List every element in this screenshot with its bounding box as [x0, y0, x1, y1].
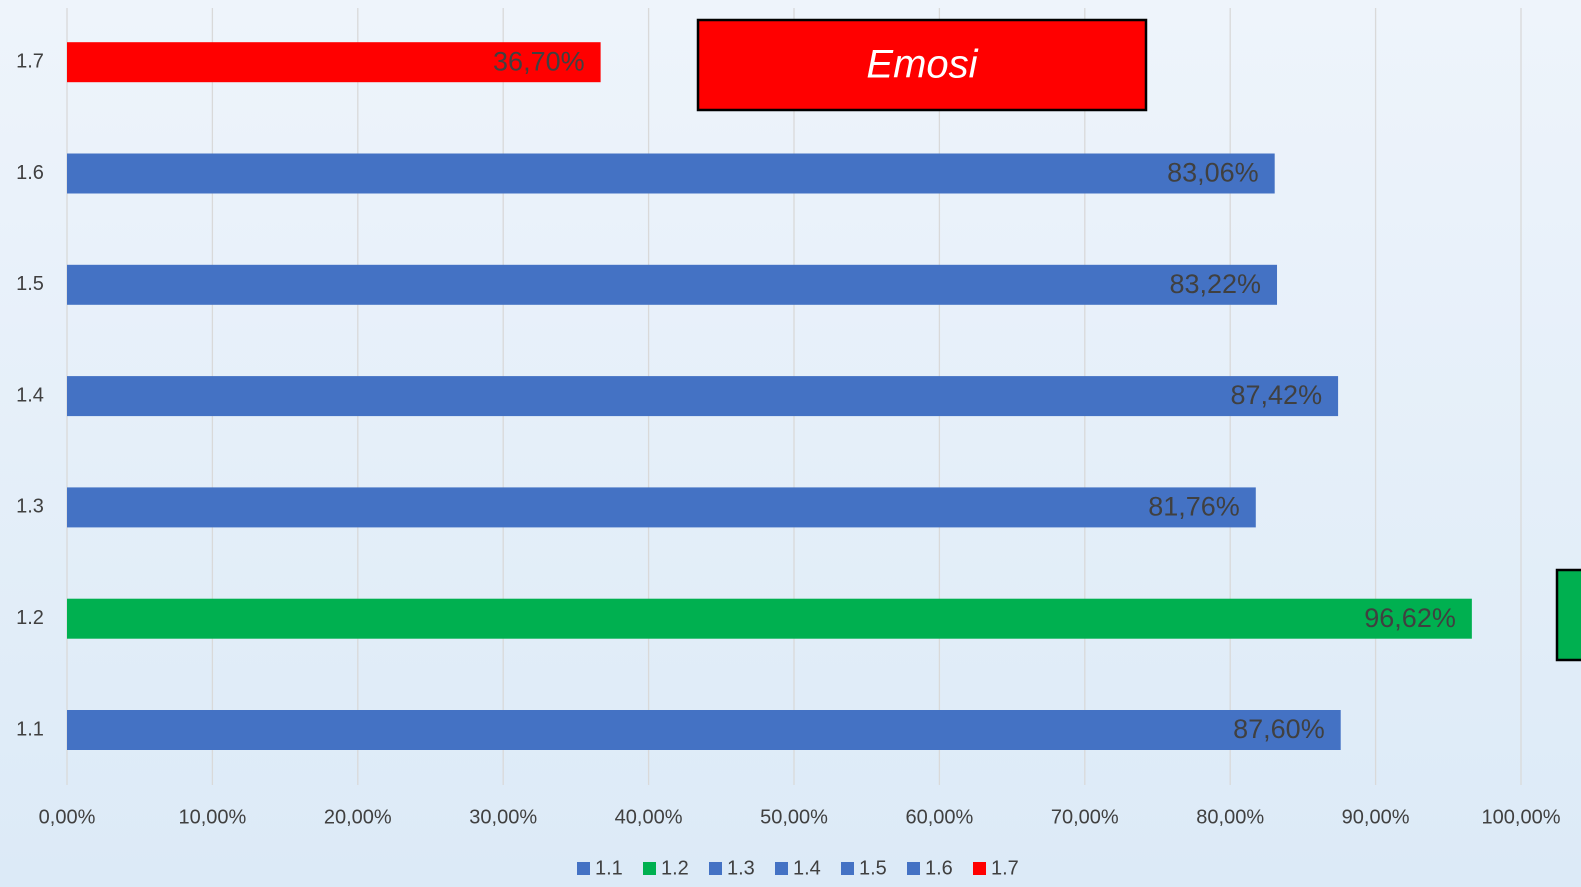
annotation-text: Emosi — [866, 43, 978, 87]
bar — [67, 42, 601, 83]
legend-swatch — [643, 862, 656, 875]
y-tick-label: 1.4 — [16, 384, 44, 406]
legend-swatch — [775, 862, 788, 875]
y-tick-label: 1.1 — [16, 718, 44, 740]
x-tick-label: 100,00% — [1482, 806, 1561, 828]
y-tick-label: 1.7 — [16, 50, 44, 72]
bar — [67, 487, 1256, 528]
legend-label: 1.5 — [859, 857, 887, 879]
legend-swatch — [841, 862, 854, 875]
side-box — [1555, 568, 1581, 662]
legend-label: 1.7 — [991, 857, 1019, 879]
x-tick-label: 30,00% — [469, 806, 537, 828]
x-tick-label: 80,00% — [1196, 806, 1264, 828]
x-tick-label: 20,00% — [324, 806, 392, 828]
legend-label: 1.4 — [793, 857, 821, 879]
legend-label: 1.2 — [661, 857, 689, 879]
data-label: 96,62% — [1364, 603, 1456, 633]
bar — [67, 376, 1339, 417]
bar — [67, 153, 1275, 194]
legend-label: 1.6 — [925, 857, 953, 879]
data-label: 81,76% — [1148, 492, 1240, 522]
x-tick-label: 60,00% — [905, 806, 973, 828]
y-tick-label: 1.5 — [16, 273, 44, 295]
x-tick-label: 40,00% — [615, 806, 683, 828]
x-tick-label: 0,00% — [39, 806, 96, 828]
x-tick-label: 10,00% — [178, 806, 246, 828]
x-tick-label: 70,00% — [1051, 806, 1119, 828]
x-tick-label: 50,00% — [760, 806, 828, 828]
legend-swatch — [709, 862, 722, 875]
legend-swatch — [907, 862, 920, 875]
data-label: 83,22% — [1169, 269, 1261, 299]
legend-label: 1.1 — [595, 857, 623, 879]
legend-swatch — [577, 862, 590, 875]
data-label: 36,70% — [493, 46, 585, 76]
data-label: 87,42% — [1231, 380, 1323, 410]
bar — [67, 264, 1278, 305]
legend-label: 1.3 — [727, 857, 755, 879]
data-label: 83,06% — [1167, 158, 1259, 188]
x-tick-label: 90,00% — [1342, 806, 1410, 828]
y-tick-label: 1.2 — [16, 607, 44, 629]
bar — [67, 710, 1341, 750]
legend-swatch — [973, 862, 986, 875]
data-label: 87,60% — [1233, 714, 1325, 744]
bar — [67, 598, 1472, 639]
y-tick-label: 1.3 — [16, 496, 44, 518]
y-tick-label: 1.6 — [16, 162, 44, 184]
annotation-box — [696, 18, 1148, 112]
